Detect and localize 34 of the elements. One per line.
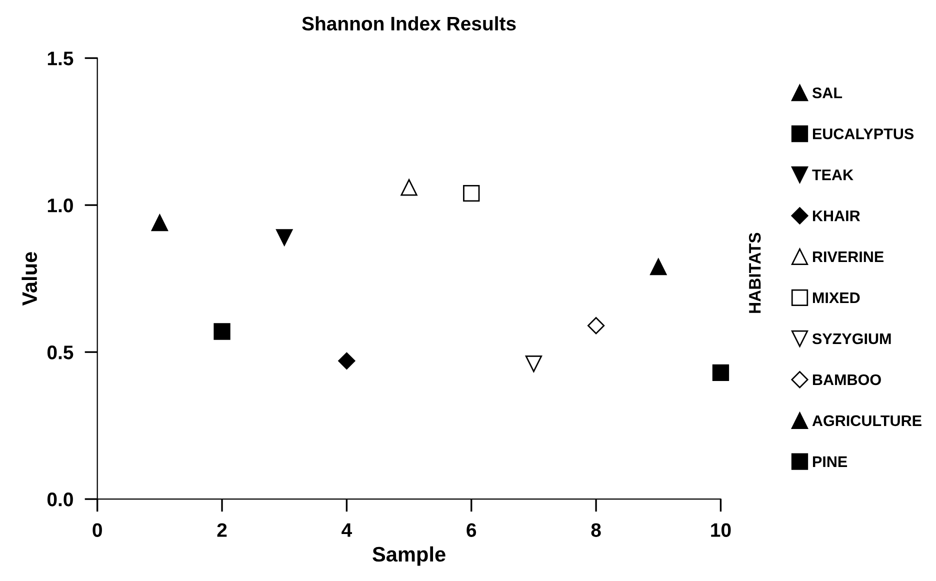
point <box>712 364 730 381</box>
point <box>525 356 542 372</box>
legend-label: EUCALYPTUS <box>812 128 914 140</box>
chart-title: Shannon Index Results <box>302 16 516 31</box>
legend-label: PINE <box>812 456 848 467</box>
point <box>276 229 293 246</box>
legend-label: KHAIR <box>812 210 860 222</box>
legend-label: MIXED <box>812 292 860 304</box>
legend-label: TEAK <box>812 170 854 180</box>
x-tick-label: 10 <box>711 523 731 537</box>
point <box>338 352 356 370</box>
point <box>151 214 168 232</box>
y-tick-label: 0.5 <box>47 346 74 360</box>
point <box>587 317 605 334</box>
legend-label: RIVERINE <box>812 252 884 262</box>
legend-label: SAL <box>812 87 842 98</box>
y-tick-label: 1.0 <box>48 198 73 212</box>
point <box>214 323 230 340</box>
point <box>463 185 480 202</box>
legend-label: AGRICULTURE <box>812 415 922 426</box>
x-tick-label: 2 <box>217 523 227 537</box>
x-tick-label: 8 <box>591 523 601 537</box>
legend-title: HABITATS <box>748 232 761 313</box>
x-axis-title: Sample <box>372 546 446 566</box>
point <box>400 179 418 196</box>
legend-label: BAMBOO <box>812 374 881 386</box>
legend-label: SYZYGIUM <box>812 333 891 344</box>
y-axis-title: Value <box>22 252 38 306</box>
x-tick-label: 6 <box>466 523 476 537</box>
y-tick-label: 1.5 <box>48 52 74 66</box>
x-tick-label: 4 <box>342 523 352 537</box>
point <box>650 258 667 276</box>
y-tick-label: 0.0 <box>47 492 73 506</box>
x-tick-label: 0 <box>92 523 102 537</box>
